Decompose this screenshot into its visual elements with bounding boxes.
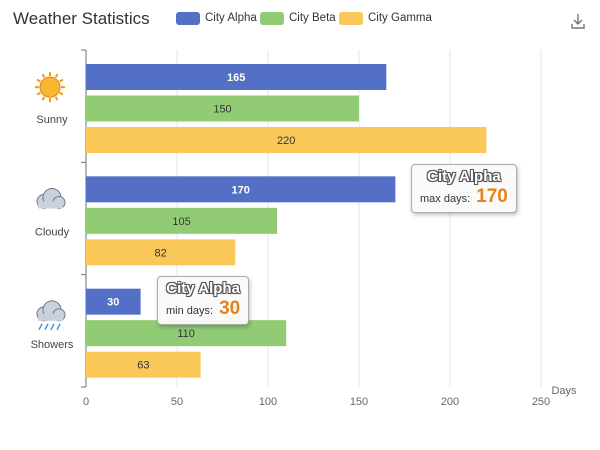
tooltip-label: max days: <box>420 193 471 205</box>
bar-value-label: 150 <box>213 104 231 116</box>
legend-swatch <box>339 11 363 25</box>
tooltip-value: 170 <box>476 186 508 207</box>
legend-label: City Alpha <box>205 12 257 24</box>
x-tick-label: 150 <box>350 396 368 408</box>
tooltip-min: City Alpha min days: 30 <box>157 276 250 325</box>
bar <box>86 176 396 203</box>
bar <box>86 288 141 315</box>
bar-value-label: 170 <box>232 184 250 196</box>
x-tick-label: 200 <box>441 396 459 408</box>
x-tick-label: 100 <box>259 396 277 408</box>
bar <box>86 351 201 378</box>
tooltip-value: 30 <box>219 298 241 319</box>
category-label: Sunny <box>36 114 68 126</box>
x-axis-label: Days <box>551 385 577 397</box>
bar <box>86 239 236 266</box>
legend-item-city-gamma[interactable]: City Gamma <box>339 11 432 25</box>
tooltip-label: min days: <box>166 305 214 317</box>
bar-value-label: 110 <box>177 328 195 340</box>
legend-item-city-beta[interactable]: City Beta <box>260 11 336 25</box>
bar <box>86 207 278 234</box>
bar-value-label: 63 <box>137 360 149 372</box>
cloud-icon <box>36 188 66 209</box>
legend-swatch <box>176 11 200 25</box>
bar-value-label: 165 <box>227 72 245 84</box>
legend-label: City Beta <box>289 12 336 24</box>
x-tick-label: 0 <box>83 396 89 408</box>
x-tick-label: 50 <box>171 396 183 408</box>
category-label: Cloudy <box>35 227 70 239</box>
tooltip-max: City Alpha max days: 170 <box>411 164 517 213</box>
tooltip-title: City Alpha <box>166 280 240 297</box>
chart-title: Weather Statistics <box>13 9 150 28</box>
legend-label: City Gamma <box>368 12 432 24</box>
x-tick-label: 250 <box>532 396 550 408</box>
category-label: Showers <box>31 339 74 351</box>
legend-item-city-alpha[interactable]: City Alpha <box>176 11 257 25</box>
bar-value-label: 30 <box>107 297 119 309</box>
bar-value-label: 220 <box>277 135 295 147</box>
rain-cloud-icon <box>36 300 66 331</box>
bar-value-label: 105 <box>172 216 190 228</box>
sun-icon <box>35 72 65 103</box>
bar <box>86 127 487 153</box>
bar <box>86 64 387 90</box>
bar-value-label: 82 <box>154 247 166 259</box>
tooltip-title: City Alpha <box>427 168 501 185</box>
download-icon[interactable] <box>569 12 587 30</box>
bar <box>86 95 359 122</box>
legend-swatch <box>260 11 284 25</box>
